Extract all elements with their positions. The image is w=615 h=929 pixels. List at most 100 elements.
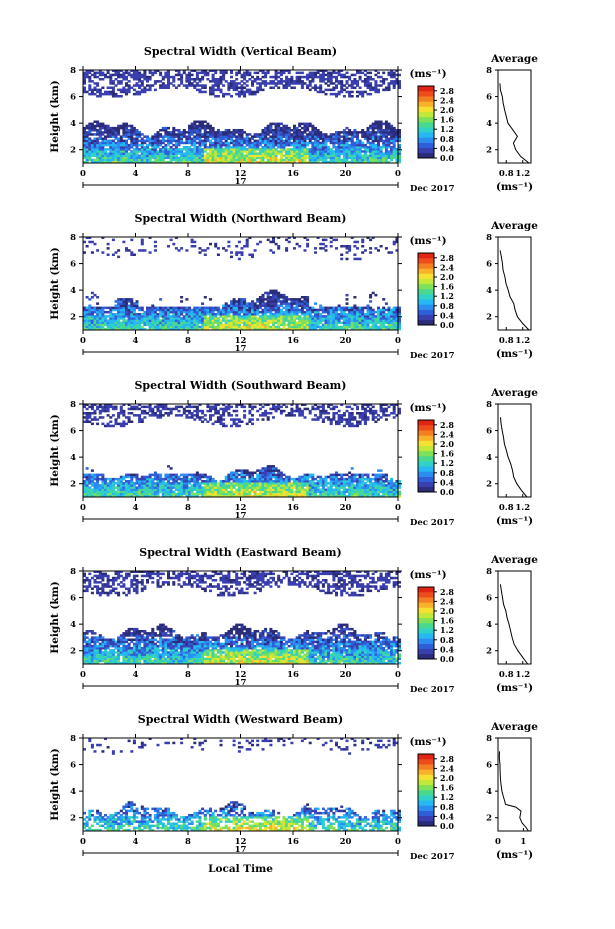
heatmap-cell [174,414,178,417]
heatmap-cell [253,160,257,164]
heatmap-cell [167,465,170,468]
heatmap-cell [109,310,113,314]
heatmap-cell [384,86,388,89]
heatmap-cell [274,293,278,297]
heatmap-cell [130,407,134,411]
heatmap-cell [161,492,165,496]
heatmap-cell [174,158,178,162]
heatmap-cell [369,251,373,254]
heatmap-cell [261,148,265,151]
heatmap-cell [85,90,89,94]
heatmap-cell [327,148,331,151]
heatmap-cell [287,321,291,324]
heatmap-cell [395,80,399,83]
heatmap-cell [327,321,331,324]
heatmap-cell [132,304,136,307]
heatmap-cell [340,253,344,256]
heatmap-cell [285,152,289,155]
heatmap-cell [235,323,239,327]
heatmap-cell [153,490,157,494]
heatmap-cell [366,327,370,331]
heatmap-cell [230,319,233,322]
heatmap-cell [295,148,299,151]
heatmap-cell [198,310,202,314]
heatmap-cell [156,403,160,406]
heatmap-cell [235,82,239,85]
heatmap-cell [240,143,244,147]
heatmap-cell [243,300,247,303]
heatmap-cell [377,71,380,75]
heatmap-cell [169,317,173,320]
heatmap-cell [348,313,352,316]
heatmap-cell [214,325,218,329]
heatmap-cell [264,154,268,157]
heatmap-cell [374,156,378,160]
heatmap-cell [88,416,92,419]
heatmap-cell [193,131,197,134]
heatmap-cell [219,139,223,143]
heatmap-cell [206,247,210,250]
heatmap-cell [366,139,370,143]
heatmap-cell [132,494,136,498]
heatmap-cell [88,473,92,477]
heatmap-cell [337,90,341,94]
heatmap-cell [329,150,333,153]
heatmap-cell [203,249,207,252]
heatmap-cell [308,124,312,128]
heatmap-cell [340,315,344,318]
heatmap-cell [101,158,105,162]
heatmap-cell [329,323,333,327]
heatmap-cell [106,129,110,132]
heatmap-cell [135,148,139,151]
heatmap-cell [379,327,383,331]
heatmap-cell [308,321,312,324]
heatmap-cell [392,315,396,318]
heatmap-cell [311,129,315,132]
heatmap-cell [329,152,333,155]
heatmap-cell [340,310,344,314]
heatmap-cell [185,494,189,498]
heatmap-cell [190,150,194,153]
heatmap-cell [290,313,294,316]
heatmap-cell [303,152,307,155]
heatmap-cell [369,327,373,331]
heatmap-cell [151,486,155,489]
heatmap-cell [146,137,149,140]
heatmap-cell [93,126,97,130]
heatmap-cell [279,122,283,126]
heatmap-cell [269,82,273,85]
heatmap-cell [193,486,197,489]
heatmap-cell [119,73,123,77]
heatmap-cell [319,327,323,331]
heatmap-cell [308,317,312,320]
heatmap-cell [319,313,323,316]
heatmap-cell [384,133,388,136]
heatmap-cell [387,88,391,92]
heatmap-cell [164,308,168,312]
heatmap-cell [274,321,278,324]
heatmap-cell [106,69,110,72]
heatmap-cell [384,152,388,155]
heatmap-cell [285,310,289,314]
heatmap-cell [300,122,304,126]
heatmap-cell [269,317,273,320]
heatmap-cell [216,143,220,147]
heatmap-cell [293,308,296,312]
heatmap-cell [377,308,380,312]
heatmap-cell [132,129,136,132]
heatmap-cell [395,135,399,138]
heatmap-cell [279,131,283,134]
heatmap-cell [85,323,89,327]
heatmap-cell [245,137,249,140]
heatmap-cell [151,494,155,498]
heatmap-cell [298,141,302,145]
heatmap-cell [248,308,252,312]
heatmap-cell [311,75,315,79]
heatmap-cell [390,75,394,79]
heatmap-cell [269,154,273,157]
heatmap-cell [345,82,349,85]
heatmap-cell [132,156,136,160]
colorbar-swatch [418,147,434,154]
heatmap-cell [224,148,228,151]
heatmap-cell [193,477,197,481]
